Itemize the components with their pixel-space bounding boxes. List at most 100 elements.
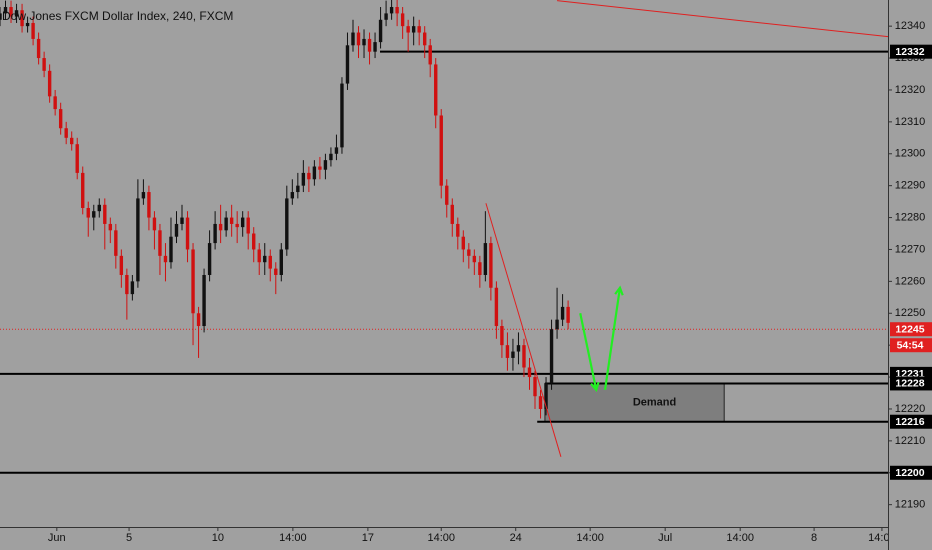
candle-body (389, 7, 394, 14)
candle-body (3, 7, 8, 14)
level-tag-bg (890, 414, 932, 429)
candle-body (340, 83, 344, 148)
candle-body (114, 230, 118, 256)
candle-body (70, 137, 74, 145)
candle-body (125, 274, 129, 295)
candle-body (20, 10, 24, 27)
candle-body (428, 45, 432, 65)
x-ticks: Jun 5 10 14:00 17 14:00 24 14:00 Jul 14:00 8 14:00 (48, 527, 888, 544)
candle-body (356, 32, 361, 46)
candle-body (263, 255, 267, 263)
y-tick-label: 12310 (895, 116, 926, 128)
candle-body (152, 217, 157, 231)
candle-body (47, 70, 52, 97)
x-tick-label: 17 (362, 532, 374, 544)
y-tick-label: 12260 (895, 275, 926, 287)
candle-body (516, 345, 521, 352)
candle-body (345, 45, 350, 84)
x-tick-label: 10 (212, 532, 224, 544)
candle-body (422, 32, 427, 46)
demand-zone (544, 382, 725, 423)
candle-body (290, 192, 295, 199)
candle-body (130, 281, 135, 295)
x-tick-label: 5 (126, 532, 132, 544)
candle-body (478, 262, 482, 275)
candle-body (207, 243, 212, 275)
candle-body (147, 192, 151, 218)
level-tag-bg (890, 465, 932, 480)
candle-body (511, 351, 515, 358)
candle-body (494, 287, 499, 327)
x-tick-label: Jun (48, 532, 66, 544)
candle-body (119, 255, 124, 275)
trend-line (557, 0, 888, 38)
x-tick-label: 8 (811, 532, 817, 544)
y-tick-label: 12300 (895, 148, 926, 160)
candle-body (461, 236, 466, 250)
y-tick-label: 12250 (895, 307, 926, 319)
trend-line (485, 203, 562, 457)
y-tick-label: 12320 (895, 84, 926, 96)
candle-body (384, 13, 388, 20)
candle-body (296, 185, 300, 193)
candle-body (285, 198, 289, 250)
candle-body (240, 217, 245, 228)
candle-body (500, 326, 504, 346)
candle-body (58, 109, 63, 129)
candle-body (456, 223, 460, 237)
y-tick-label: 12340 (895, 20, 926, 32)
arrow (579, 313, 600, 393)
candle-body (522, 345, 526, 368)
last-price-tag-bg (890, 322, 932, 337)
candle-body (400, 13, 405, 27)
candle-body (307, 172, 311, 180)
candle-body (141, 192, 146, 199)
x-tick-label: Jul (658, 532, 672, 544)
candle-body (92, 211, 96, 218)
demand-label: Demand (633, 396, 676, 408)
y-tick-label: 12270 (895, 243, 926, 255)
candle-body (185, 217, 190, 250)
candle-body (158, 230, 162, 256)
chart-title: Dow Jones FXCM Dollar Index, 240, FXCM (2, 9, 233, 23)
candle-body (229, 217, 234, 224)
x-tick-label: 14:00 (576, 532, 604, 544)
candle-body (274, 268, 278, 275)
candle-body (218, 223, 223, 231)
level-tag: 12216 (895, 416, 924, 428)
candle-body (9, 7, 13, 17)
x-tick-label: 14:00 (279, 532, 307, 544)
candle-body (367, 38, 372, 52)
y-tick-label: 12190 (895, 499, 926, 511)
candle-body (14, 10, 19, 17)
candle-body (202, 274, 206, 327)
candle-body (103, 204, 107, 224)
candle-body (439, 115, 443, 186)
candle-body (196, 313, 201, 327)
candle-body (527, 367, 532, 378)
candle-body (163, 255, 168, 263)
candle-body (257, 249, 261, 263)
level-tag: 12332 (895, 46, 924, 58)
x-tick-label: 14:00 (726, 532, 754, 544)
candle-body (406, 26, 410, 33)
y-tick-label: 12280 (895, 211, 926, 223)
arrow (603, 285, 624, 390)
candle-body (378, 19, 383, 43)
candle-body (533, 377, 537, 397)
level-tag-bg (890, 44, 932, 59)
level-tag: 12228 (895, 378, 924, 390)
candle-body (25, 22, 30, 27)
candle-body (36, 38, 41, 59)
level-tag-bg (890, 376, 932, 391)
x-tick-label: 24 (510, 532, 522, 544)
candle-body (395, 7, 399, 14)
candle-body (555, 319, 559, 330)
candle-body (411, 26, 416, 33)
candle-body (174, 223, 179, 237)
candle-body (0, 13, 2, 20)
countdown-bg (890, 338, 932, 353)
